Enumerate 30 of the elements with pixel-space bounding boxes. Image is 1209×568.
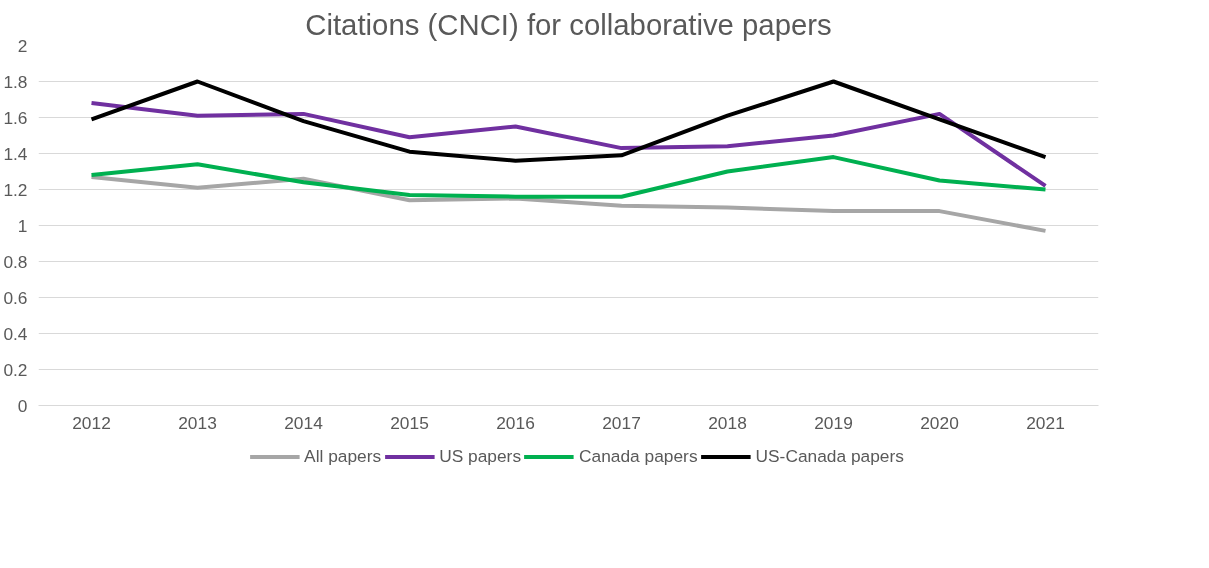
x-tick-label: 2012 [72,412,111,433]
y-tick-label: 1.2 [3,179,28,200]
line-series [89,79,1048,163]
x-tick-label: 2014 [284,412,324,433]
y-tick-label: 0.2 [3,359,28,380]
x-tick-label: 2019 [814,412,853,433]
y-tick-label: 1 [17,215,28,236]
y-tick-label: 1.8 [3,71,28,92]
x-tick-label: 2015 [390,412,429,433]
x-tick-label: 2018 [708,412,747,433]
y-tick-label: 0.6 [3,287,28,308]
y-tick-label: 1.6 [3,107,28,128]
legend-label: Canada papers [579,445,698,467]
x-tick-label: 2013 [178,412,217,433]
x-tick-label: 2021 [1026,412,1065,433]
y-tick-label: 1.4 [3,143,28,164]
legend-label: All papers [304,445,382,467]
legend-label: US-Canada papers [755,445,904,467]
y-tick-label: 0.4 [3,323,28,344]
x-tick-label: 2017 [602,412,641,433]
legend-label: US papers [439,445,522,467]
x-tick-label: 2016 [496,412,535,433]
y-tick-label: 2 [17,35,28,56]
line-series [89,101,1048,188]
line-series [89,155,1048,199]
y-tick-label: 0.8 [3,251,28,272]
line-series [89,174,1048,233]
y-tick-label: 0 [17,395,28,416]
x-tick-label: 2020 [920,412,959,433]
chart-title: Citations (CNCI) for collaborative papers [305,7,832,41]
